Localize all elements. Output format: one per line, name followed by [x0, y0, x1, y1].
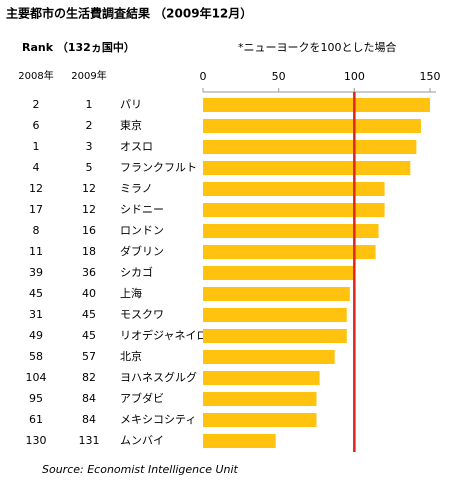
- rank-2009: 16: [82, 224, 96, 237]
- bar: [203, 161, 411, 175]
- rank-2008: 8: [33, 224, 40, 237]
- bar: [203, 434, 276, 448]
- rank-2009: 36: [82, 266, 96, 279]
- rank-2009: 12: [82, 182, 96, 195]
- rank-2008: 1: [33, 140, 40, 153]
- y-tick-label: ロンドン: [120, 224, 164, 237]
- column-header: 2008年: [18, 69, 53, 82]
- rank-2008: 4: [33, 161, 40, 174]
- note: *ニューヨークを100とした場合: [238, 40, 397, 54]
- rank-2009: 18: [82, 245, 96, 258]
- bar: [203, 203, 385, 217]
- rank-2008: 6: [33, 119, 40, 132]
- y-tick-label: メキシコシティ: [120, 413, 196, 426]
- rank-2009: 82: [82, 371, 96, 384]
- x-tick-label: 150: [420, 70, 441, 83]
- rank-2008: 11: [29, 245, 43, 258]
- rank-2009: 3: [86, 140, 93, 153]
- y-tick-label: 上海: [120, 286, 142, 300]
- bar: [203, 371, 320, 385]
- bar: [203, 245, 376, 259]
- bar: [203, 98, 430, 112]
- rank-2008: 130: [26, 434, 47, 447]
- y-tick-label: ダブリン: [120, 244, 164, 258]
- y-tick-label: ムンバイ: [120, 434, 164, 447]
- rank-2009: 12: [82, 203, 96, 216]
- rank-2008: 104: [26, 371, 47, 384]
- rank-2008: 12: [29, 182, 43, 195]
- bar: [203, 140, 417, 154]
- y-tick-label: モスクワ: [120, 308, 164, 321]
- chart-title: 主要都市の生活費調査結果 （2009年12月）: [6, 6, 252, 21]
- column-header: 2009年: [71, 69, 106, 82]
- rank-2009: 40: [82, 287, 96, 300]
- bar: [203, 308, 347, 322]
- x-tick-label: 0: [200, 70, 207, 83]
- bar: [203, 350, 335, 364]
- rank-2008: 39: [29, 266, 43, 279]
- bar: [203, 182, 385, 196]
- bar: [203, 392, 317, 406]
- bar: [203, 287, 350, 301]
- rank-2008: 95: [29, 392, 43, 405]
- y-tick-label: リオデジャネイロ: [120, 328, 207, 342]
- rank-2008: 61: [29, 413, 43, 426]
- y-tick-label: フランクフルト: [120, 161, 197, 174]
- rank-2009: 45: [82, 329, 96, 342]
- y-tick-label: アブダビ: [120, 391, 164, 405]
- rank-2009: 45: [82, 308, 96, 321]
- y-tick-label: シカゴ: [120, 265, 153, 279]
- source: Source: Economist Intelligence Unit: [42, 463, 239, 476]
- rank-2008: 58: [29, 350, 43, 363]
- y-tick-label: ミラノ: [120, 182, 153, 195]
- rank-2009: 84: [82, 413, 96, 426]
- y-tick-label: ヨハネスグルグ: [120, 370, 197, 384]
- rank-2008: 17: [29, 203, 43, 216]
- rank-2009: 5: [86, 161, 93, 174]
- bar: [203, 329, 347, 343]
- y-tick-label: 北京: [120, 349, 142, 363]
- x-tick-label: 100: [344, 70, 365, 83]
- rank-label: Rank （132ヵ国中）: [22, 40, 135, 54]
- rank-2008: 2: [33, 98, 40, 111]
- rank-2009: 1: [86, 98, 93, 111]
- x-tick-label: 50: [272, 70, 286, 83]
- rank-2009: 84: [82, 392, 96, 405]
- rank-2009: 131: [79, 434, 100, 447]
- bar: [203, 266, 355, 280]
- y-tick-label: パリ: [120, 98, 142, 111]
- bar: [203, 119, 421, 133]
- y-tick-label: 東京: [120, 118, 142, 132]
- y-tick-label: オスロ: [120, 140, 153, 153]
- rank-2009: 2: [86, 119, 93, 132]
- y-tick-label: シドニー: [120, 203, 164, 216]
- rank-2008: 31: [29, 308, 43, 321]
- rank-2008: 49: [29, 329, 43, 342]
- bar: [203, 413, 317, 427]
- rank-2008: 45: [29, 287, 43, 300]
- bar: [203, 224, 379, 238]
- rank-2009: 57: [82, 350, 96, 363]
